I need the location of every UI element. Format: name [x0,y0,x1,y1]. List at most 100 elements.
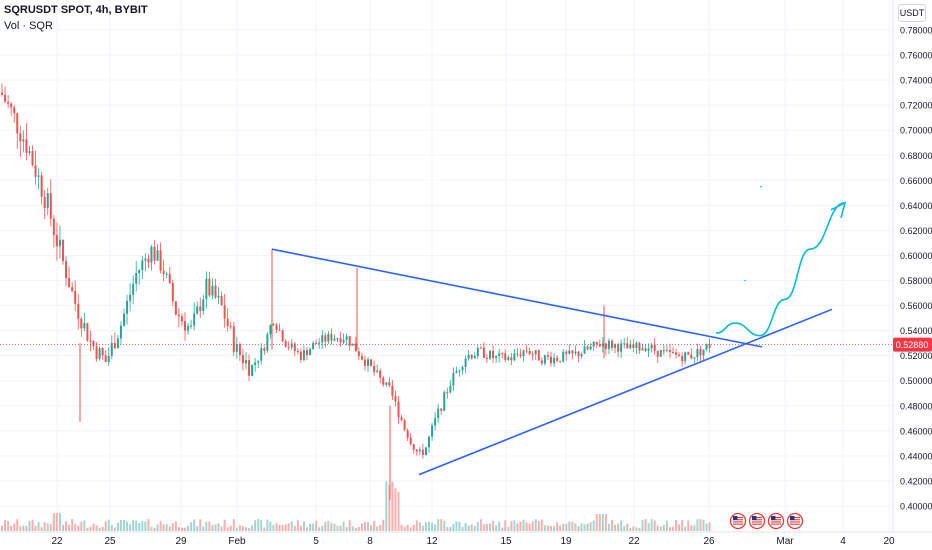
price-tick-label: 0.52000 [900,351,932,361]
volume-bar [95,525,98,531]
candle-body [107,355,110,362]
candle-body [537,350,540,361]
candle-body [693,357,696,359]
us-flag-icon[interactable] [729,512,747,530]
candle-body [467,354,470,359]
us-flag-icon[interactable] [786,512,804,530]
candle-body [281,330,284,342]
volume-bar [382,519,385,531]
time-axis[interactable]: 22 25 29 Feb 5 8 12 15 19 22 26 Mar 4 20 [51,536,895,547]
candle-body [681,356,684,362]
volume-bar [525,522,528,531]
volume-bar [229,525,232,531]
currency-button[interactable]: USDT [898,4,926,22]
candle-body [568,350,571,354]
volume-bar [513,520,516,531]
candle-body [287,346,290,348]
price-tick-label: 0.42000 [900,476,932,486]
event-flags[interactable] [729,512,804,530]
volume-bar [290,521,293,531]
us-flag-icon[interactable] [748,512,766,530]
volume-bar [7,520,10,531]
candle-body [363,359,366,366]
price-tick-label: 0.66000 [900,176,932,186]
volume-bar [379,524,382,531]
volume-bar [418,522,421,531]
volume-bar [403,526,406,531]
time-tick-label: 20 [883,536,895,547]
volume-bar [37,522,40,531]
price-tick-label: 0.76000 [900,51,932,61]
candle-body [394,396,397,402]
candle-body [199,306,202,311]
projection-arrowhead [830,201,847,219]
candle-body [446,392,449,394]
volume-bar [623,525,626,531]
price-axis[interactable]: 0.78000 0.76000 0.74000 0.72000 0.70000 0.680… [900,26,932,512]
volume-bar [672,526,674,531]
volume-bar [522,519,525,531]
price-tick-label: 0.54000 [900,326,932,336]
volume-bar [467,525,470,531]
candle-body [507,357,510,360]
volume-bar [391,481,394,531]
candle-body [406,430,409,438]
candle-body [385,382,388,385]
candle-body [272,324,275,326]
candle-body [25,139,28,153]
volume-bar [58,513,61,531]
flag-stripe [733,523,743,525]
time-tick-label: 26 [703,536,715,547]
flag-stripe [752,521,762,523]
candle-body [312,343,315,350]
candle-body [574,351,577,354]
volume-bar [110,524,113,531]
candle-body [458,370,461,372]
price-tick-label: 0.64000 [900,201,932,211]
candle-body [559,360,562,362]
volume-bar [583,524,586,531]
volume-bar [196,526,199,531]
volume-bar [217,523,220,531]
volume-bar [556,522,559,531]
volume-bar [421,525,424,531]
volume-bar [199,519,202,531]
volume-bar [434,524,437,531]
volume-bar [202,526,205,531]
volume-bar [62,524,64,531]
volume-bar [458,521,461,531]
projection-curve[interactable] [715,202,846,337]
candle-body [150,246,153,263]
trendline-upper[interactable] [271,248,763,348]
candle-body [354,343,357,352]
volume-bar [162,524,165,531]
price-tick-label: 0.70000 [900,126,932,136]
candle-body [443,392,446,411]
drawings[interactable] [0,185,893,476]
volume-bar [171,523,174,531]
candle-body [708,344,711,348]
volume-bar [52,513,55,531]
flag-stripe [771,519,781,521]
trendline-lower[interactable] [418,308,833,476]
volume-bar [452,523,455,531]
us-flag-icon[interactable] [767,512,785,530]
candle-body [89,340,92,342]
candle-body [543,355,546,364]
candle-body [65,261,68,279]
candle-body [4,94,7,102]
volume-bar [598,514,601,531]
last-price-tag-bg [893,337,932,352]
candle-body [592,341,595,347]
volume-bar [409,527,412,531]
candle-body [699,349,702,356]
candle-body [126,300,129,314]
candle-body [52,218,55,236]
candle-body [74,290,77,304]
price-tick-label: 0.56000 [900,301,932,311]
candle-body [306,350,308,356]
candle-body [135,273,138,284]
candle-body [696,349,699,358]
volume-bar [705,523,708,531]
